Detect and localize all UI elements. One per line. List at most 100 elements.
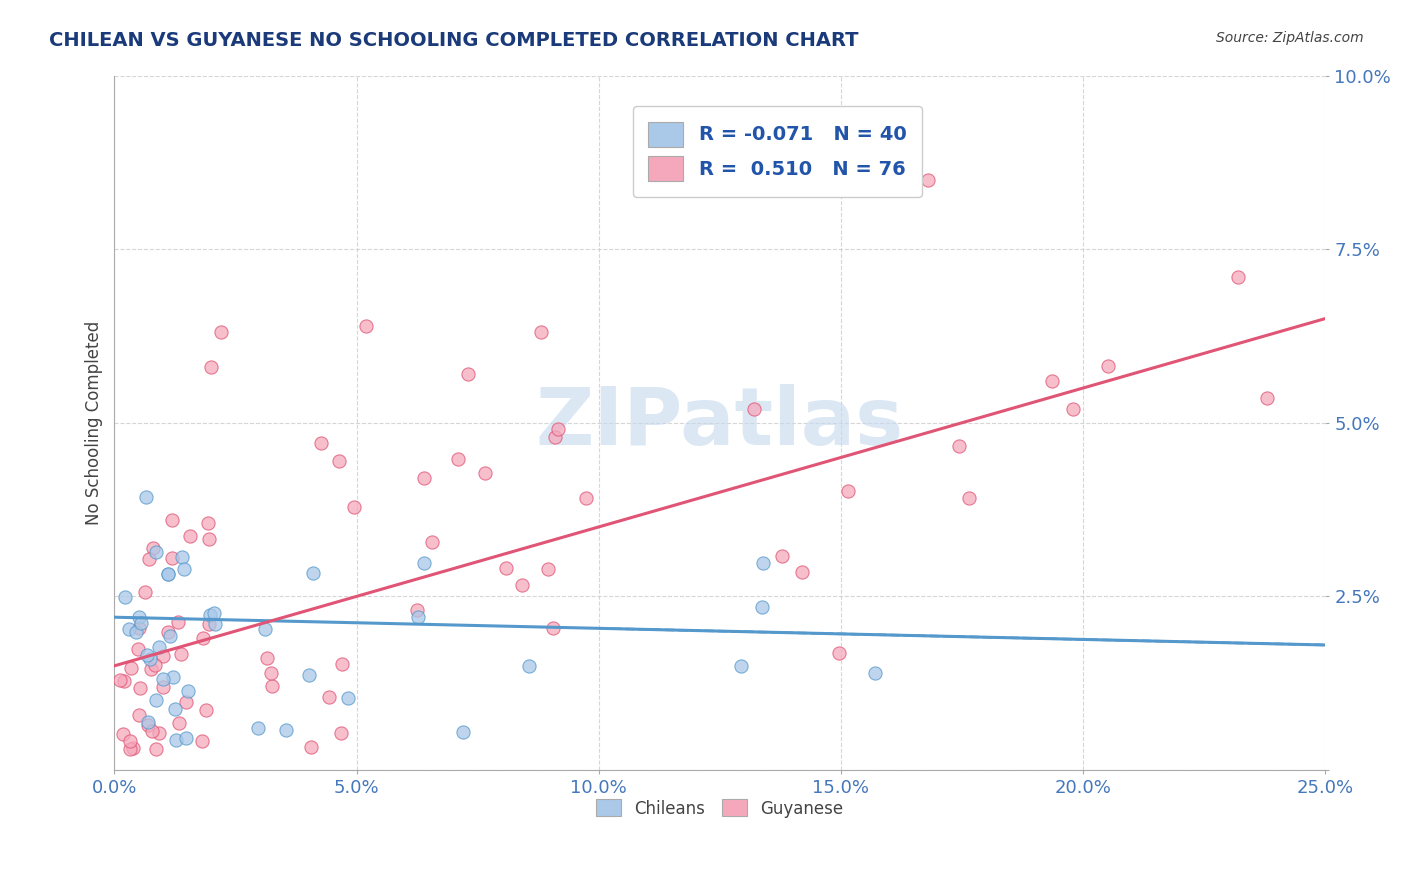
Point — [179, 528, 201, 542]
Point — [332, 657, 354, 672]
Point — [510, 578, 533, 592]
Point — [162, 670, 184, 684]
Point — [118, 742, 141, 756]
Point — [420, 534, 443, 549]
Point — [174, 695, 197, 709]
Point — [174, 731, 197, 745]
Point — [135, 490, 157, 504]
Point — [752, 556, 775, 570]
Point — [413, 556, 436, 570]
Point — [128, 681, 150, 695]
Point — [413, 471, 436, 485]
Point — [138, 714, 160, 729]
Point — [247, 721, 270, 735]
Point — [152, 681, 174, 695]
Point — [134, 584, 156, 599]
Point — [128, 708, 150, 723]
Point — [173, 562, 195, 576]
Point — [837, 483, 859, 498]
Point — [108, 673, 131, 687]
Point — [200, 360, 222, 375]
Point — [128, 621, 150, 635]
Point — [157, 625, 180, 640]
Text: ZIPatlas: ZIPatlas — [536, 384, 904, 462]
Point — [200, 607, 222, 622]
Point — [1062, 401, 1084, 416]
Point — [575, 491, 598, 505]
Point — [152, 672, 174, 686]
Point — [517, 658, 540, 673]
Point — [828, 646, 851, 660]
Point — [457, 367, 479, 381]
Point — [145, 545, 167, 559]
Point — [863, 666, 886, 681]
Point — [169, 716, 191, 731]
Point — [177, 684, 200, 698]
Point — [170, 647, 193, 661]
Point — [343, 500, 366, 515]
Point — [124, 625, 146, 640]
Point — [198, 533, 221, 547]
Point — [112, 674, 135, 689]
Point — [145, 693, 167, 707]
Point — [118, 622, 141, 636]
Point — [157, 567, 180, 582]
Point — [165, 732, 187, 747]
Point — [276, 723, 298, 737]
Point — [114, 590, 136, 604]
Point — [121, 740, 143, 755]
Point — [772, 549, 794, 563]
Point — [197, 516, 219, 530]
Point — [1097, 359, 1119, 374]
Point — [309, 435, 332, 450]
Point — [139, 662, 162, 676]
Point — [160, 512, 183, 526]
Point — [447, 451, 470, 466]
Point — [141, 724, 163, 739]
Point — [138, 552, 160, 566]
Point — [1226, 270, 1249, 285]
Point — [194, 703, 217, 717]
Point — [301, 740, 323, 755]
Point — [329, 726, 352, 740]
Point — [191, 733, 214, 747]
Point — [1040, 375, 1063, 389]
Point — [260, 665, 283, 680]
Point — [256, 651, 278, 665]
Point — [198, 617, 221, 632]
Point — [302, 566, 325, 581]
Point — [148, 726, 170, 740]
Point — [730, 659, 752, 673]
Point — [337, 690, 360, 705]
Point — [209, 326, 232, 340]
Point — [474, 466, 496, 480]
Point — [957, 491, 980, 505]
Point — [152, 649, 174, 664]
Text: CHILEAN VS GUYANESE NO SCHOOLING COMPLETED CORRELATION CHART: CHILEAN VS GUYANESE NO SCHOOLING COMPLET… — [49, 31, 859, 50]
Point — [191, 632, 214, 646]
Point — [202, 606, 225, 620]
Point — [204, 616, 226, 631]
Point — [406, 610, 429, 624]
Point — [136, 718, 159, 732]
Point — [254, 623, 277, 637]
Point — [1256, 391, 1278, 405]
Point — [495, 561, 517, 575]
Point — [120, 734, 142, 748]
Point — [328, 454, 350, 468]
Point — [318, 690, 340, 704]
Point — [167, 615, 190, 629]
Point — [751, 600, 773, 615]
Point — [156, 567, 179, 582]
Point — [541, 621, 564, 635]
Point — [298, 668, 321, 682]
Point — [111, 727, 134, 741]
Point — [127, 642, 149, 657]
Point — [917, 172, 939, 186]
Point — [530, 326, 553, 340]
Point — [170, 549, 193, 564]
Point — [948, 439, 970, 453]
Legend: Chileans, Guyanese: Chileans, Guyanese — [589, 793, 851, 824]
Point — [406, 603, 429, 617]
Point — [160, 551, 183, 566]
